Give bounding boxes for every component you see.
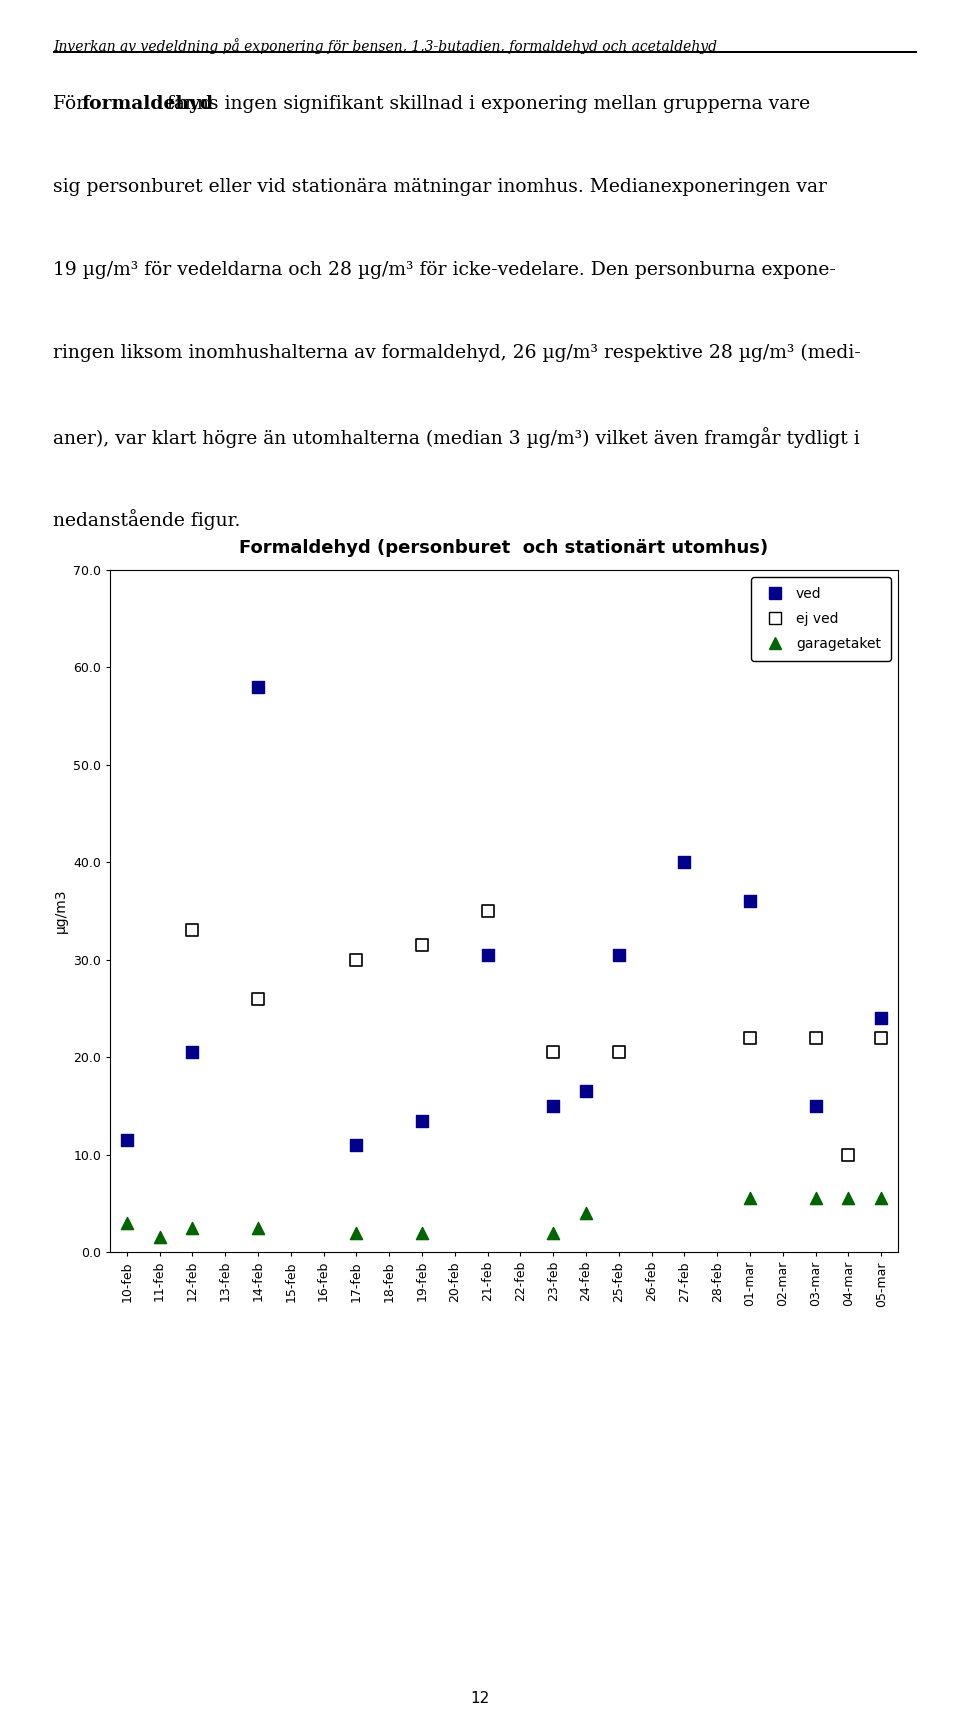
Text: fanns ingen signifikant skillnad i exponering mellan grupperna vare: fanns ingen signifikant skillnad i expon… — [160, 95, 810, 112]
Legend: ved, ej ved, garagetaket: ved, ej ved, garagetaket — [752, 577, 891, 660]
garagetaket — [808, 1185, 824, 1212]
ved — [677, 848, 692, 876]
ej ved — [348, 946, 364, 974]
ej ved — [808, 1024, 824, 1052]
garagetaket — [874, 1185, 889, 1212]
Y-axis label: µg/m3: µg/m3 — [54, 889, 68, 933]
ved — [808, 1091, 824, 1119]
ved — [545, 1091, 561, 1119]
ved — [742, 888, 757, 915]
ej ved — [742, 1024, 757, 1052]
garagetaket — [545, 1219, 561, 1247]
Text: ringen liksom inomhushalterna av formaldehyd, 26 µg/m³ respektive 28 µg/m³ (medi: ringen liksom inomhushalterna av formald… — [53, 344, 860, 363]
ved — [874, 1005, 889, 1033]
ved — [348, 1131, 364, 1159]
Text: Inverkan av vedeldning på exponering för bensen, 1,3-butadien, formaldehyd och a: Inverkan av vedeldning på exponering för… — [53, 38, 717, 54]
ej ved — [612, 1038, 627, 1066]
ved — [184, 1038, 200, 1066]
ej ved — [184, 917, 200, 945]
ved — [251, 674, 266, 701]
Title: Formaldehyd (personburet  och stationärt utomhus): Formaldehyd (personburet och stationärt … — [239, 539, 769, 558]
ej ved — [545, 1038, 561, 1066]
Text: 12: 12 — [470, 1691, 490, 1706]
garagetaket — [578, 1199, 593, 1226]
Text: 19 µg/m³ för vedeldarna och 28 µg/m³ för icke-vedelare. Den personburna expone-: 19 µg/m³ för vedeldarna och 28 µg/m³ för… — [53, 261, 835, 278]
ved — [578, 1078, 593, 1105]
ved — [119, 1126, 134, 1154]
garagetaket — [348, 1219, 364, 1247]
garagetaket — [184, 1214, 200, 1242]
ved — [612, 941, 627, 969]
garagetaket — [119, 1209, 134, 1237]
garagetaket — [841, 1185, 856, 1212]
Text: aner), var klart högre än utomhalterna (median 3 µg/m³) vilket även framgår tydl: aner), var klart högre än utomhalterna (… — [53, 427, 859, 447]
Text: För: För — [53, 95, 91, 112]
ej ved — [415, 931, 430, 958]
garagetaket — [152, 1224, 167, 1252]
garagetaket — [742, 1185, 757, 1212]
ej ved — [251, 984, 266, 1012]
ej ved — [480, 896, 495, 924]
garagetaket — [415, 1219, 430, 1247]
ej ved — [874, 1024, 889, 1052]
Text: nedanstående figur.: nedanstående figur. — [53, 509, 240, 530]
Text: sig personburet eller vid stationära mätningar inomhus. Medianexponeringen var: sig personburet eller vid stationära mät… — [53, 178, 827, 195]
garagetaket — [251, 1214, 266, 1242]
Text: formaldehyd: formaldehyd — [82, 95, 214, 112]
ved — [480, 941, 495, 969]
ej ved — [841, 1142, 856, 1169]
ved — [415, 1107, 430, 1135]
